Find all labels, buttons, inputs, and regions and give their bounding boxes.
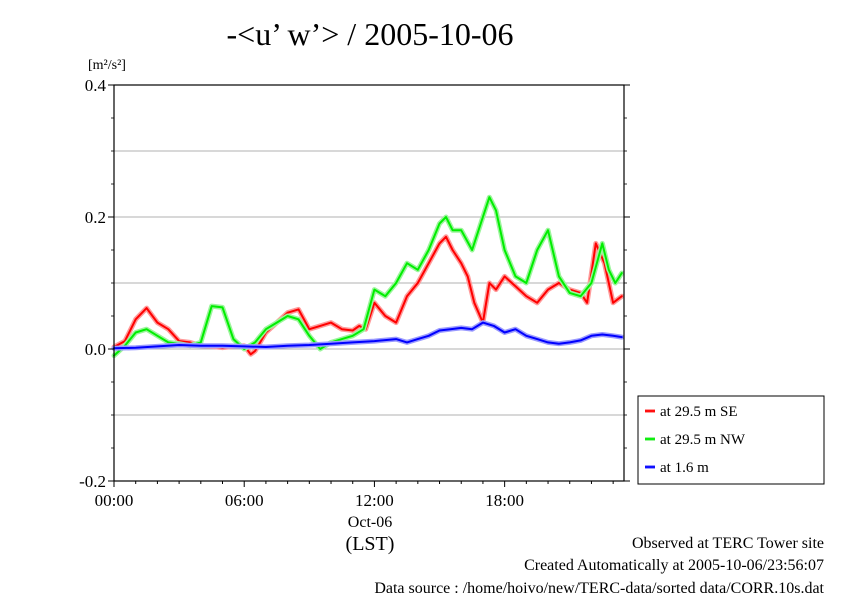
chart-title: -<u’ w’> / 2005-10-06 [227,16,514,52]
legend-label-1: at 29.5 m NW [660,432,746,448]
x-axis-date-label: Oct-06 [348,514,392,531]
x-tick-label: 00:00 [95,491,134,510]
series-layer [111,194,625,359]
y-axis-unit-label: [m²/s²] [88,58,126,73]
y-tick-label: -0.2 [79,472,106,491]
x-tick-label: 12:00 [355,491,394,510]
legend-label-2: at 1.6 m [660,460,709,476]
x-axis-unit-label: (LST) [346,533,395,555]
series-line-2 [113,321,623,350]
footer-created-timestamp: Created Automatically at 2005-10-06/23:5… [524,557,824,574]
series-halo-1 [111,194,625,359]
x-tick-label: 18:00 [485,491,524,510]
legend-box [637,395,825,485]
legend: at 29.5 m SE at 29.5 m NW at 1.6 m [637,395,825,485]
axis-layer: -0.2 0.0 0.2 0.4 00:00 06:00 12:00 18:00 [79,76,630,510]
footer-observation-site: Observed at TERC Tower site [631,535,824,552]
y-tick-label: 0.0 [85,340,106,359]
series-halo-0 [111,234,625,357]
x-tick-label: 06:00 [225,491,264,510]
y-tick-label: 0.2 [85,208,106,227]
legend-label-0: at 29.5 m SE [660,404,738,420]
grid-layer [114,150,624,416]
footer-data-source: Data source : /home/hoivo/new/TERC-data/… [374,580,824,597]
y-tick-label: 0.4 [85,76,107,95]
series-line-1 [113,196,623,357]
